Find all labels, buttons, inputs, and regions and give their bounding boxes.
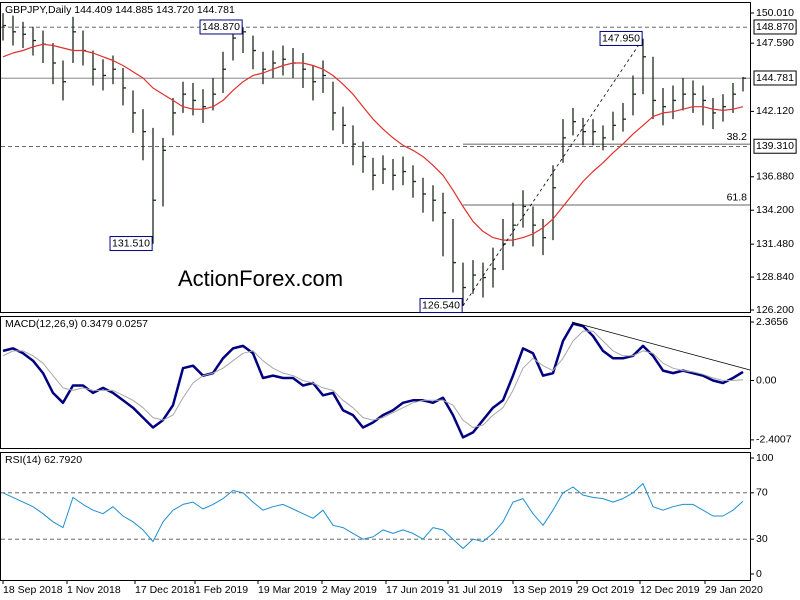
y-tick-label: 2.3656	[756, 316, 788, 328]
x-tick-label: 18 Sep 2018	[3, 584, 63, 596]
label-box	[109, 236, 153, 252]
x-tick-label: 29 Jan 2020	[705, 584, 763, 596]
label-box	[753, 70, 797, 86]
series-line	[2, 322, 744, 439]
annotation-label: 148.870	[202, 21, 240, 33]
x-tick-label: 17 Jun 2019	[386, 584, 444, 596]
annotation-label: 147.950	[602, 32, 640, 44]
y-tick-label: 131.480	[756, 238, 794, 250]
level-label: 139.310	[756, 140, 794, 152]
y-tick-label: 126.200	[756, 304, 794, 316]
series-line	[2, 330, 744, 428]
panel-frame	[0, 2, 751, 313]
watermark: ActionForex.com	[178, 266, 343, 291]
y-tick-label: 128.840	[756, 271, 794, 283]
y-tick-label: 147.590	[756, 37, 794, 49]
y-tick-label: 136.880	[756, 171, 794, 183]
label-box	[753, 19, 797, 35]
x-tick-label: 31 Jul 2019	[448, 584, 502, 596]
y-tick-label: 100	[756, 452, 774, 464]
y-tick-label: 0	[756, 568, 762, 580]
label-box	[419, 298, 463, 314]
x-tick-label: 12 Dec 2019	[640, 584, 700, 596]
x-tick-label: 19 Mar 2019	[258, 584, 317, 596]
y-tick-label: 150.010	[756, 7, 794, 19]
label-box	[599, 30, 643, 46]
x-tick-label: 17 Dec 2018	[135, 584, 195, 596]
x-tick-label: 1 Feb 2019	[195, 584, 248, 596]
panel-frame	[0, 316, 751, 449]
series-line	[2, 43, 744, 241]
y-tick-label: 70	[756, 487, 768, 499]
panel-frame	[0, 452, 751, 581]
x-tick-label: 1 Nov 2018	[67, 584, 121, 596]
y-tick-label: 0.00	[756, 374, 777, 386]
fib-label: 38.2	[727, 131, 748, 143]
x-tick-label: 2 May 2019	[322, 584, 377, 596]
y-tick-label: -2.4007	[756, 434, 792, 446]
fib-label: 61.8	[727, 192, 748, 204]
x-tick-label: 13 Sep 2019	[513, 584, 573, 596]
y-tick-label: 142.120	[756, 105, 794, 117]
annotation-label: 126.540	[422, 300, 460, 312]
label-box	[199, 19, 243, 35]
series-line	[2, 483, 744, 549]
level-label: 144.781	[756, 72, 794, 84]
macd-trendline	[571, 321, 751, 371]
panel-title: RSI(14) 62.7920	[5, 454, 82, 466]
panel-title: MACD(12,26,9) 0.3479 0.0257	[5, 318, 148, 330]
y-tick-label: 134.200	[756, 204, 794, 216]
annotation-label: 131.510	[112, 238, 150, 250]
y-tick-label: 30	[756, 533, 768, 545]
x-tick-label: 29 Oct 2019	[577, 584, 634, 596]
panel-title: GBPJPY,Daily 144.409 144.885 143.720 144…	[5, 4, 235, 16]
label-box	[753, 138, 797, 154]
level-label: 148.870	[756, 21, 794, 33]
